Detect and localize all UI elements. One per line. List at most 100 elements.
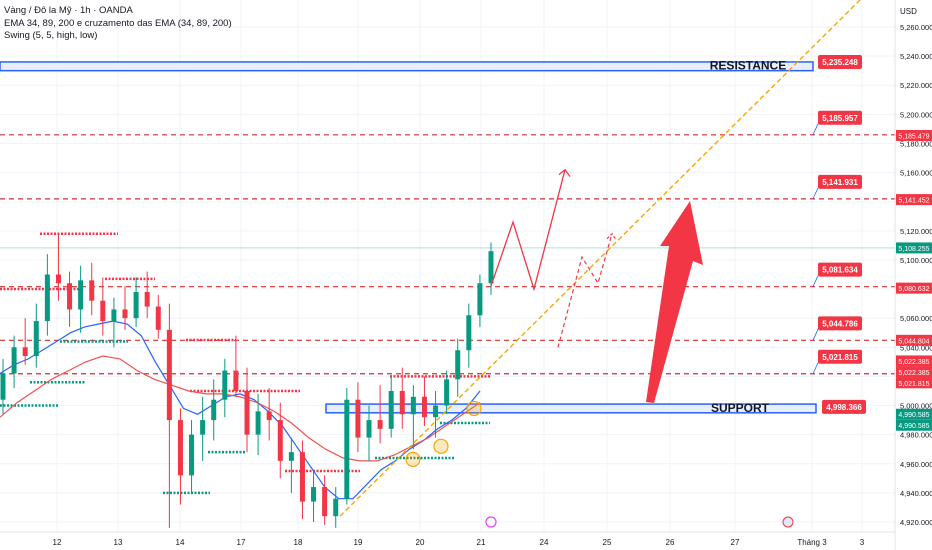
price-tick-label: 5,240.000 [900,52,932,61]
price-badge-text: 5,022.385 [898,359,929,366]
chart-legend: Vàng / Đô la Mỹ · 1h · OANDA EMA 34, 89,… [4,5,232,43]
trend-line [339,0,861,517]
time-tick-label: 3 [860,538,865,547]
candle-body [299,452,305,502]
time-tick-label: Tháng 3 [797,538,827,547]
level-label-text: 5,185.957 [822,114,858,123]
candle-body [100,300,106,322]
price-tick-label: 5,000.000 [900,402,932,411]
level-label-box [818,316,862,331]
legend-swing[interactable]: Swing (5, 5, high, low) [4,30,98,41]
level-label-connector [812,187,819,200]
ema-89-line [0,355,481,462]
candle-body [44,274,50,322]
zones: RESISTANCE SUPPORT [0,59,817,415]
candle-body [67,283,73,310]
candle-body [200,420,206,435]
level-label-connector [812,123,819,135]
price-badge-text: 5,021.815 [898,381,929,388]
level-label-box [818,349,862,364]
legend-ema[interactable]: EMA 34, 89, 200 e cruzamento das EMA (34… [4,17,232,29]
time-tick-label: 26 [666,538,675,547]
price-badge-text: 5,080.632 [898,286,929,293]
time-tick-label: 18 [294,538,303,547]
price-badge [896,334,932,346]
level-label-text: 5,141.931 [822,178,858,187]
price-badge-text: 4,990.585 [898,423,929,430]
currency-label: USD [900,7,917,16]
price-badge [896,242,932,254]
price-badge-text: 4,990.585 [898,412,929,419]
price-badge-text: 5,108.255 [898,246,929,253]
candle-body [399,390,405,415]
level-label-text: 4,998.366 [826,403,862,412]
level-lines: 5,185.957 5,141.931 5,081.634 5,044.786 5,02… [0,55,895,414]
price-axis: 5,260.000 5,240.000 5,220.000 5,200.000 5,18… [894,0,932,550]
price-tick-label: 5,180.000 [900,139,932,148]
price-tick-label: 5,200.000 [900,110,932,119]
candle-body [222,370,228,400]
candle-body [266,411,272,421]
candle-body [189,434,195,476]
price-tick-label: 4,960.000 [900,460,932,469]
level-label-connector [812,362,819,374]
swing-markers [0,232,490,495]
level-label-box [818,174,862,189]
candle-body [344,399,350,499]
candle-body [466,315,472,351]
candle-body [0,373,6,400]
candle-body [244,390,250,435]
candle-body [366,420,372,438]
candle-body [177,420,183,476]
candles [0,233,494,528]
level-label-box [818,262,862,277]
candle-body [433,405,439,418]
forecast-path [490,169,566,292]
time-tick-label: 19 [354,538,363,547]
candle-body [277,420,283,461]
price-badge-text: 5,141.452 [898,198,929,205]
price-badge-text: 5,022.385 [898,370,929,377]
level-label-box [818,55,862,70]
price-badge [896,366,932,378]
candle-body [455,350,461,380]
time-tick-label: 14 [176,538,185,547]
time-tick-label: 25 [603,538,612,547]
candle-body [377,420,383,429]
price-tick-label: 5,100.000 [900,256,932,265]
price-tick-label: 4,980.000 [900,431,932,440]
candle-body [111,309,117,322]
level-label-text: 5,021.815 [822,353,858,362]
price-badge-text: 5,185.479 [898,133,929,140]
candle-body [144,291,150,307]
candle-body [155,306,161,330]
price-badge [896,129,932,141]
time-axis: 12 13 14 17 18 19 20 21 24 25 26 27 Tháng 3 3 [0,516,895,547]
candle-body [89,280,95,301]
candle-body [166,329,172,421]
price-badge [896,419,932,431]
price-badge [896,377,932,389]
swing-low-circle [433,438,449,454]
resistance-label: RESISTANCE [710,59,786,73]
forecast-dashed-path [557,233,613,348]
swing-low-circle [466,400,482,417]
price-badge-text: 5,044.804 [898,338,929,345]
candle-body [122,309,128,319]
candle-body [233,370,239,391]
candle-body [488,251,494,284]
time-tick-label: 12 [53,538,62,547]
level-label-box [818,110,862,125]
price-badge [896,282,932,294]
level-label-text: 5,081.634 [822,266,858,275]
candle-body [322,487,328,517]
level-label-connector [812,275,819,287]
price-tick-label: 5,060.000 [900,314,932,323]
price-badge [896,194,932,206]
swing-low-circle [405,451,421,467]
forecast-dashed-arrowhead [606,232,617,241]
legend-symbol[interactable]: Vàng / Đô la Mỹ · 1h · OANDA [4,5,133,16]
